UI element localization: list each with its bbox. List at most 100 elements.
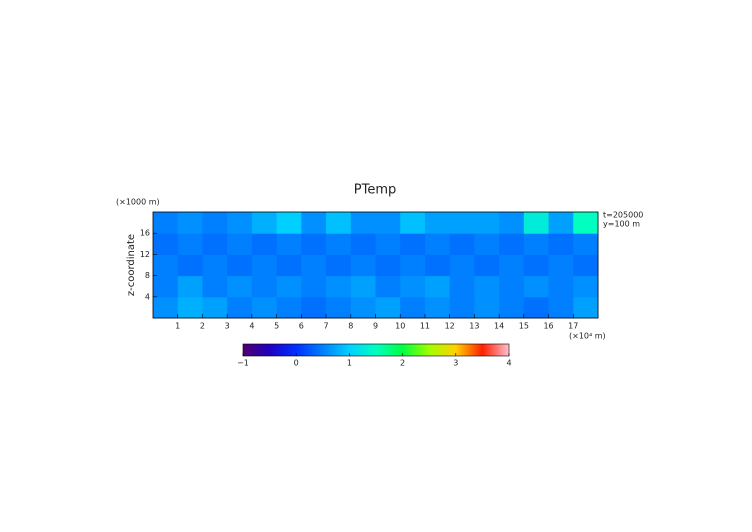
heat-cell (400, 212, 426, 234)
heat-cell (499, 233, 525, 255)
heat-cell (301, 275, 327, 298)
heat-cell (202, 254, 228, 277)
x-tick-label: 2 (200, 322, 205, 331)
heat-cell (573, 296, 599, 319)
heat-cell (153, 254, 179, 277)
heat-cell (499, 275, 525, 298)
heat-cell (400, 254, 426, 277)
heat-cell (276, 296, 302, 319)
x-tick-label: 5 (274, 322, 279, 331)
colorbar (242, 343, 510, 357)
heat-cell (301, 254, 327, 277)
heat-cell (177, 254, 203, 277)
heat-cell (573, 212, 599, 234)
heat-cell (523, 296, 550, 319)
heat-cell (523, 233, 550, 255)
heat-cell (153, 296, 179, 319)
heat-cell (375, 275, 401, 298)
x-tick-label: 9 (373, 322, 378, 331)
colorbar-tick-label: 2 (400, 359, 405, 368)
heat-cell (424, 254, 451, 277)
x-tick-label: 4 (249, 322, 254, 331)
heat-cell (326, 233, 352, 255)
y-tick-label: 4 (145, 292, 150, 301)
x-tick-label: 14 (494, 322, 504, 331)
heat-cell (202, 233, 228, 255)
heat-cell (449, 296, 475, 319)
heat-cell (326, 254, 352, 277)
heat-cell (548, 254, 574, 277)
heat-cell (177, 275, 203, 298)
heat-cell (499, 254, 525, 277)
x-tick-label: 10 (395, 322, 405, 331)
heat-cell (350, 254, 376, 277)
colorbar-tick-label: −1 (237, 359, 249, 368)
heat-cell (548, 212, 574, 234)
heat-cell (375, 212, 401, 234)
heat-cell (251, 233, 278, 255)
heat-cell (153, 275, 179, 298)
annotation: y=100 m (603, 220, 640, 229)
y-tick-label: 16 (140, 229, 150, 238)
heat-cell (350, 212, 376, 234)
heat-cell (400, 275, 426, 298)
heat-cell (474, 254, 500, 277)
x-tick-label: 1 (175, 322, 180, 331)
heat-cell (400, 296, 426, 319)
heat-cell (573, 275, 599, 298)
heat-cell (153, 212, 179, 234)
heat-cell (202, 296, 228, 319)
heat-cell (499, 296, 525, 319)
heat-cell (548, 233, 574, 255)
heat-cell (523, 275, 550, 298)
colorbar-tick-label: 0 (294, 359, 299, 368)
heat-cell (227, 212, 253, 234)
heat-cell (251, 275, 278, 298)
heat-cell (276, 233, 302, 255)
heat-cell (523, 254, 550, 277)
heat-cell (202, 275, 228, 298)
heat-cell (350, 275, 376, 298)
heat-cell (326, 296, 352, 319)
heat-cell (177, 233, 203, 255)
x-tick-label: 6 (299, 322, 304, 331)
heat-cell (449, 275, 475, 298)
heat-cell (573, 233, 599, 255)
heat-cell (375, 254, 401, 277)
heat-cell (301, 233, 327, 255)
heat-cell (276, 254, 302, 277)
colorbar-tick-label: 3 (453, 359, 458, 368)
heat-cell (301, 212, 327, 234)
heat-cell (449, 212, 475, 234)
y-unit: (×1000 m) (116, 198, 160, 207)
heat-cell (227, 233, 253, 255)
heat-cell (548, 296, 574, 319)
heat-cell (251, 296, 278, 319)
y-tick-label: 8 (145, 271, 150, 280)
heat-cell (276, 212, 302, 234)
x-tick-label: 11 (420, 322, 430, 331)
heat-cell (153, 233, 179, 255)
heat-cell (276, 275, 302, 298)
x-unit: (×10⁴ m) (569, 332, 606, 341)
heat-cell (375, 233, 401, 255)
heat-cell (474, 212, 500, 234)
heat-cell (449, 233, 475, 255)
heat-cell (523, 212, 550, 234)
heat-cell (375, 296, 401, 319)
y-axis-label: z-coordinate (126, 234, 137, 296)
heat-cell (326, 275, 352, 298)
heat-cell (548, 275, 574, 298)
annotation: t=205000 (603, 211, 643, 220)
heat-cell (573, 254, 599, 277)
chart-title: PTemp (354, 183, 397, 198)
x-tick-label: 12 (445, 322, 455, 331)
heat-cell (400, 233, 426, 255)
heat-cell (177, 212, 203, 234)
heat-cell (424, 275, 451, 298)
heat-cell (474, 296, 500, 319)
heat-cell (474, 233, 500, 255)
x-tick-label: 15 (519, 322, 529, 331)
x-tick-label: 3 (225, 322, 230, 331)
colorbar-tick-label: 4 (506, 359, 511, 368)
